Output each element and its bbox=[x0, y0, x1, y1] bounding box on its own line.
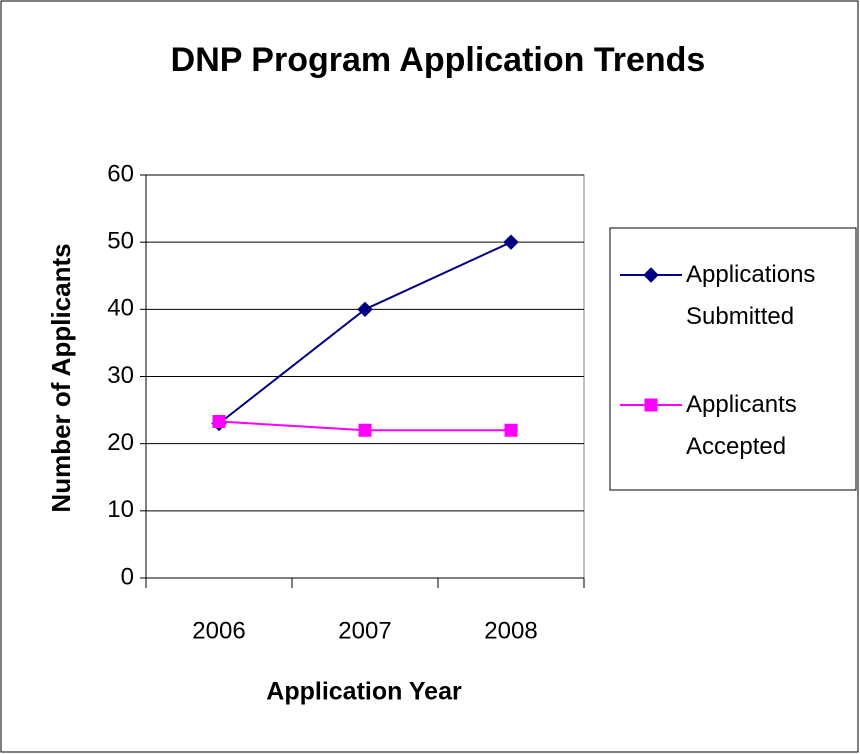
legend-label: Applicants Accepted bbox=[686, 391, 797, 460]
y-tick-label: 30 bbox=[107, 362, 134, 389]
y-axis-label: Number of Applicants bbox=[46, 243, 76, 512]
x-tick-label: 2007 bbox=[338, 617, 391, 644]
y-tick-label: 40 bbox=[107, 295, 134, 322]
marker bbox=[504, 423, 518, 437]
marker bbox=[503, 234, 519, 250]
marker bbox=[212, 415, 226, 429]
marker bbox=[644, 398, 658, 412]
legend-label: Applications Submitted bbox=[686, 261, 816, 330]
marker bbox=[358, 423, 372, 437]
y-tick-label: 10 bbox=[107, 496, 134, 523]
y-tick-label: 50 bbox=[107, 228, 134, 255]
y-tick-label: 0 bbox=[121, 563, 134, 590]
marker bbox=[643, 267, 659, 283]
chart-title: DNP Program Application Trends bbox=[171, 41, 706, 79]
x-tick-label: 2006 bbox=[192, 617, 245, 644]
marker bbox=[357, 301, 373, 318]
y-tick-label: 60 bbox=[107, 160, 134, 187]
x-axis-label: Application Year bbox=[266, 678, 462, 706]
y-tick-label: 20 bbox=[107, 429, 134, 456]
x-tick-label: 2008 bbox=[484, 617, 537, 644]
